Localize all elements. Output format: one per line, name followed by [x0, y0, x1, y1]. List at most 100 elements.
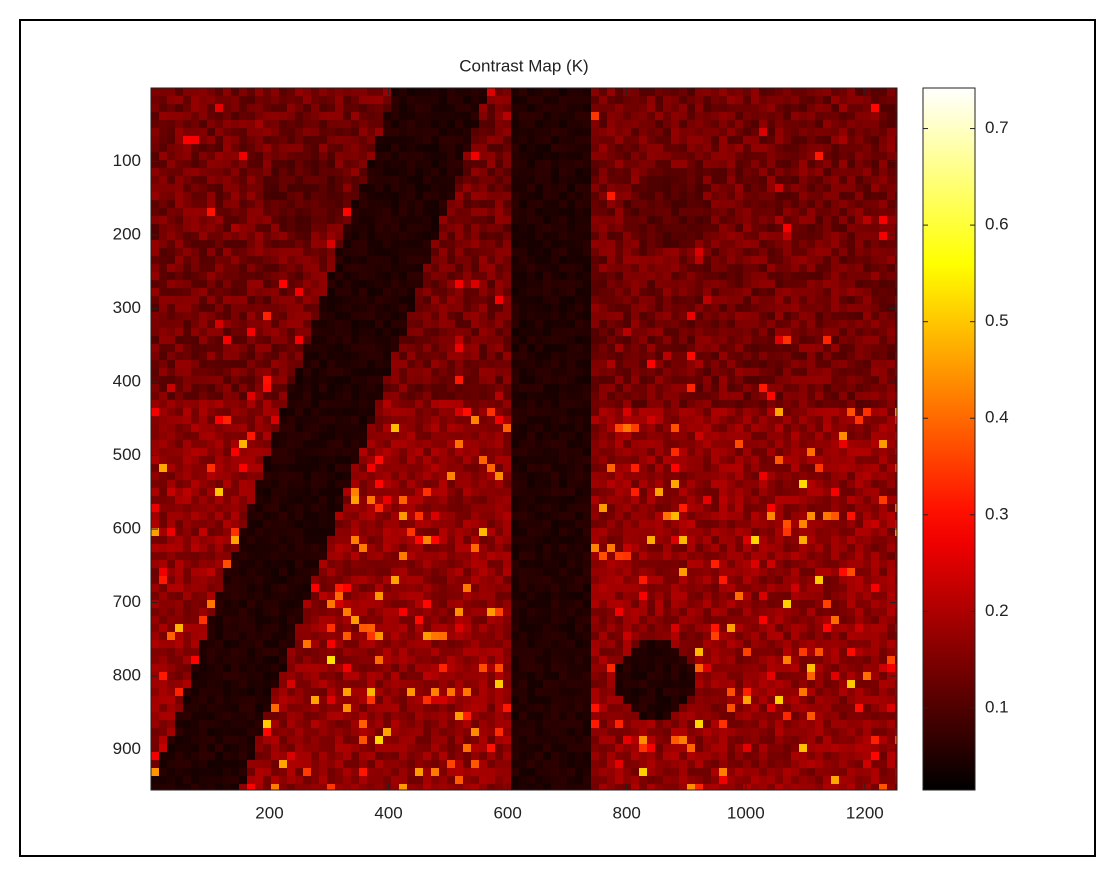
image-pixel [311, 416, 319, 424]
image-pixel [591, 416, 599, 424]
image-pixel [871, 232, 879, 240]
image-pixel [383, 296, 391, 304]
image-pixel [615, 400, 623, 408]
image-pixel [295, 104, 303, 112]
image-pixel [159, 168, 167, 176]
image-pixel [415, 160, 423, 168]
image-pixel [791, 304, 799, 312]
image-pixel [543, 328, 551, 336]
image-pixel [447, 272, 455, 280]
image-pixel [815, 192, 823, 200]
image-pixel [567, 192, 575, 200]
image-pixel [759, 176, 767, 184]
image-pixel [847, 344, 855, 352]
image-pixel [447, 152, 455, 160]
image-pixel [351, 224, 359, 232]
image-pixel [351, 440, 359, 448]
image-pixel [463, 144, 471, 152]
image-pixel [207, 224, 215, 232]
image-pixel [207, 96, 215, 104]
image-pixel [327, 312, 335, 320]
image-pixel [199, 472, 207, 480]
image-pixel [807, 200, 815, 208]
image-pixel [615, 424, 623, 432]
image-pixel [231, 224, 239, 232]
image-pixel [591, 328, 599, 336]
image-pixel [367, 472, 375, 480]
image-pixel [767, 496, 775, 504]
image-pixel [207, 392, 215, 400]
image-pixel [527, 432, 535, 440]
image-pixel [743, 184, 751, 192]
image-pixel [471, 304, 479, 312]
image-pixel [255, 352, 263, 360]
image-pixel [255, 272, 263, 280]
image-pixel [839, 264, 847, 272]
image-pixel [623, 392, 631, 400]
image-pixel [783, 384, 791, 392]
image-pixel [351, 216, 359, 224]
image-pixel [207, 456, 215, 464]
image-pixel [807, 288, 815, 296]
image-pixel [775, 304, 783, 312]
image-pixel [799, 120, 807, 128]
image-pixel [551, 88, 559, 96]
image-pixel [199, 416, 207, 424]
image-pixel [447, 448, 455, 456]
image-pixel [511, 336, 519, 344]
image-pixel [255, 496, 263, 504]
image-pixel [391, 384, 399, 392]
image-pixel [399, 368, 407, 376]
image-pixel [735, 200, 743, 208]
image-pixel [215, 240, 223, 248]
image-pixel [391, 408, 399, 416]
image-pixel [263, 152, 271, 160]
image-pixel [855, 184, 863, 192]
image-pixel [791, 320, 799, 328]
image-pixel [783, 448, 791, 456]
image-pixel [663, 448, 671, 456]
image-pixel [687, 112, 695, 120]
image-pixel [375, 496, 383, 504]
image-pixel [463, 464, 471, 472]
image-pixel [391, 232, 399, 240]
image-pixel [719, 232, 727, 240]
image-pixel [447, 432, 455, 440]
image-pixel [503, 248, 511, 256]
image-pixel [311, 248, 319, 256]
image-pixel [511, 224, 519, 232]
image-pixel [207, 416, 215, 424]
image-pixel [351, 312, 359, 320]
image-pixel [503, 312, 511, 320]
image-pixel [215, 120, 223, 128]
image-pixel [303, 408, 311, 416]
image-pixel [823, 304, 831, 312]
image-pixel [271, 216, 279, 224]
image-pixel [615, 432, 623, 440]
image-pixel [615, 296, 623, 304]
image-pixel [479, 344, 487, 352]
image-pixel [199, 120, 207, 128]
image-pixel [479, 328, 487, 336]
image-pixel [463, 408, 471, 416]
image-pixel [407, 144, 415, 152]
image-pixel [295, 240, 303, 248]
image-pixel [767, 472, 775, 480]
image-pixel [463, 472, 471, 480]
image-pixel [751, 312, 759, 320]
image-pixel [343, 272, 351, 280]
image-pixel [599, 104, 607, 112]
image-pixel [383, 200, 391, 208]
image-pixel [847, 304, 855, 312]
image-pixel [855, 272, 863, 280]
image-pixel [607, 424, 615, 432]
image-pixel [847, 232, 855, 240]
image-pixel [351, 296, 359, 304]
image-pixel [471, 208, 479, 216]
image-pixel [159, 464, 167, 472]
image-pixel [495, 248, 503, 256]
image-pixel [695, 432, 703, 440]
image-pixel [383, 376, 391, 384]
image-pixel [439, 256, 447, 264]
image-pixel [567, 440, 575, 448]
